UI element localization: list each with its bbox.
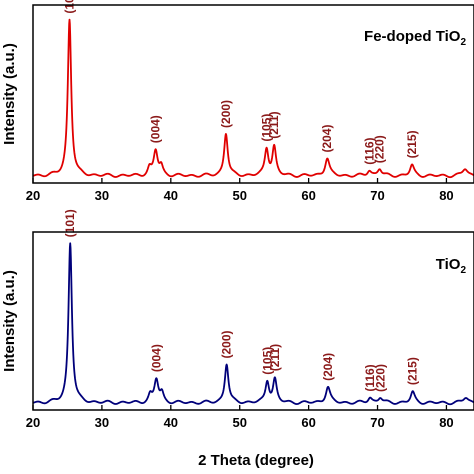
plot-frame-top: [32, 4, 474, 184]
x-tick-label-bottom-80: 80: [439, 415, 453, 430]
x-tick-label-top-50: 50: [232, 188, 246, 203]
peak-label-top-5: (105): [260, 114, 274, 142]
peak-label-top-2: (004): [149, 115, 163, 143]
peak-label-bottom-8: (116): [363, 364, 377, 391]
panel-bottom: (101) (004) (200) (105)(211) (204) (116)(220)…: [1, 209, 474, 430]
panel-label-bottom: TiO2: [436, 256, 467, 276]
peak-label-top-0: (101): [63, 0, 77, 14]
peak-labels-top: (101) (004) (200) (105)(211) (204) (116)(220)…: [63, 0, 419, 165]
x-tick-label-bottom-60: 60: [301, 415, 315, 430]
plot-frame-bottom: [32, 231, 474, 411]
x-tick-label-bottom-20: 20: [26, 415, 40, 430]
x-tick-label-top-60: 60: [301, 188, 315, 203]
peak-label-top-4: (200): [219, 100, 233, 128]
panel-label-bottom-sub: 2: [460, 265, 466, 276]
x-tick-label-top-20: 20: [26, 188, 40, 203]
y-axis-title-bottom: Intensity (a.u.): [1, 270, 18, 372]
panel-label-bottom-main: TiO: [436, 256, 461, 273]
x-tick-label-top-70: 70: [370, 188, 384, 203]
panel-top: (101) (004) (200) (105)(211) (204) (116)(220)…: [1, 0, 474, 203]
peak-label-top-10: (215): [405, 130, 419, 158]
peak-label-bottom-5: (105): [260, 347, 274, 375]
peak-label-bottom-0: (101): [63, 209, 77, 237]
x-ticks-top: 20 30 40 50 60 70 80: [26, 178, 454, 203]
plot-area-bottom: (101) (004) (200) (105)(211) (204) (116)(220)…: [32, 209, 474, 406]
panel-label-top-sub: 2: [460, 37, 466, 48]
peak-label-bottom-6: (211): [268, 344, 282, 371]
x-ticks-bottom: 20 30 40 50 60 70 80: [26, 405, 454, 430]
peak-labels-bottom: (101) (004) (200) (105)(211) (204) (116)(220)…: [63, 209, 419, 392]
x-tick-label-bottom-40: 40: [164, 415, 178, 430]
x-tick-label-bottom-30: 30: [95, 415, 109, 430]
x-tick-label-bottom-70: 70: [370, 415, 384, 430]
plot-area-top: (101) (004) (200) (105)(211) (204) (116)(220)…: [32, 0, 474, 179]
x-tick-label-top-40: 40: [164, 188, 178, 203]
panel-label-top: Fe-doped TiO2: [364, 28, 466, 48]
peak-label-bottom-4: (200): [220, 331, 234, 359]
peak-label-bottom-9: (220): [373, 364, 387, 392]
peak-label-bottom-10: (215): [406, 357, 420, 385]
peak-label-top-7: (204): [320, 124, 334, 152]
x-tick-label-bottom-50: 50: [232, 415, 246, 430]
peak-label-top-6: (211): [267, 111, 281, 138]
peak-label-top-9: (220): [373, 135, 387, 163]
series-line-top: [32, 18, 474, 179]
x-tick-label-top-80: 80: [439, 188, 453, 203]
peak-label-bottom-2: (004): [149, 344, 163, 372]
peak-label-top-8: (116): [362, 137, 376, 164]
x-tick-label-top-30: 30: [95, 188, 109, 203]
y-axis-title-top: Intensity (a.u.): [1, 43, 18, 145]
x-axis-title: 2 Theta (degree): [198, 452, 314, 469]
series-line-bottom: [32, 242, 474, 406]
peak-label-bottom-7: (204): [321, 353, 335, 381]
panel-label-top-main: Fe-doped TiO: [364, 28, 461, 45]
